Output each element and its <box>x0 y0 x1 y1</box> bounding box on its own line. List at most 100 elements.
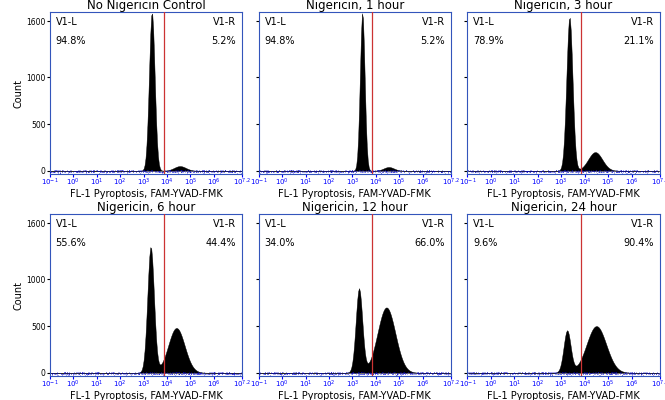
Point <box>154 169 164 176</box>
Point <box>520 369 531 375</box>
Point <box>386 167 396 173</box>
Point <box>585 169 596 175</box>
Point <box>200 167 211 173</box>
Point <box>51 369 62 375</box>
Point <box>378 370 389 377</box>
Point <box>436 169 446 175</box>
Point <box>98 169 108 175</box>
Point <box>55 370 65 376</box>
Point <box>560 167 571 174</box>
Point <box>428 168 438 174</box>
Point <box>326 169 336 176</box>
Point <box>507 370 518 377</box>
Point <box>589 369 600 376</box>
Point <box>268 370 279 376</box>
Point <box>192 371 202 377</box>
Point <box>172 369 183 376</box>
Point <box>620 369 630 375</box>
Point <box>518 370 529 377</box>
Point <box>589 168 600 174</box>
Point <box>159 370 170 376</box>
Point <box>194 370 204 376</box>
Point <box>115 370 126 376</box>
Point <box>398 168 408 174</box>
Point <box>628 369 639 375</box>
Point <box>443 168 454 175</box>
Point <box>276 168 287 175</box>
Point <box>156 369 166 375</box>
Point <box>411 371 422 377</box>
Point <box>628 167 639 173</box>
Point <box>580 371 591 377</box>
Point <box>71 371 82 377</box>
Point <box>188 370 198 376</box>
Point <box>362 370 372 376</box>
Point <box>78 370 88 376</box>
Point <box>142 169 153 175</box>
Point <box>593 369 603 375</box>
Point <box>502 370 513 376</box>
Point <box>64 168 74 175</box>
Point <box>263 168 274 175</box>
Point <box>501 369 512 375</box>
Point <box>356 169 367 175</box>
Point <box>86 167 96 174</box>
Point <box>100 169 111 175</box>
Point <box>602 371 612 378</box>
Point <box>294 167 305 173</box>
Point <box>63 167 73 174</box>
Point <box>625 370 636 376</box>
Point <box>415 167 426 174</box>
Point <box>414 370 425 376</box>
Point <box>176 169 186 175</box>
Point <box>620 167 630 173</box>
Point <box>126 371 136 378</box>
Point <box>174 369 185 376</box>
Point <box>59 369 70 375</box>
Point <box>522 169 533 175</box>
Point <box>371 370 382 376</box>
Point <box>226 169 237 176</box>
Point <box>587 167 597 174</box>
Point <box>109 167 120 174</box>
Point <box>606 169 617 176</box>
Point <box>76 370 87 376</box>
Point <box>109 371 120 378</box>
Point <box>610 370 620 377</box>
Point <box>557 168 567 174</box>
Point <box>513 369 524 376</box>
Point <box>120 168 130 174</box>
Point <box>66 370 77 376</box>
Point <box>344 371 354 378</box>
Point <box>470 167 481 174</box>
Point <box>66 169 76 176</box>
Point <box>285 167 296 174</box>
Point <box>134 168 145 174</box>
Point <box>370 370 380 376</box>
Point <box>108 168 119 175</box>
Point <box>90 369 101 376</box>
Point <box>497 370 507 376</box>
Point <box>495 169 505 175</box>
Point <box>170 167 181 173</box>
Point <box>529 168 540 174</box>
Point <box>424 370 435 376</box>
Point <box>493 167 504 174</box>
Point <box>430 369 441 375</box>
Point <box>640 370 651 377</box>
Point <box>374 167 385 174</box>
Point <box>118 371 129 378</box>
Point <box>151 371 162 377</box>
Point <box>394 168 404 174</box>
Point <box>206 371 217 377</box>
Point <box>414 371 425 377</box>
Point <box>539 169 549 175</box>
Point <box>182 167 193 173</box>
Point <box>101 369 112 376</box>
Point <box>170 369 180 376</box>
Point <box>604 371 615 378</box>
Point <box>478 370 489 377</box>
Point <box>97 371 108 378</box>
Point <box>328 168 338 174</box>
Point <box>124 370 135 376</box>
